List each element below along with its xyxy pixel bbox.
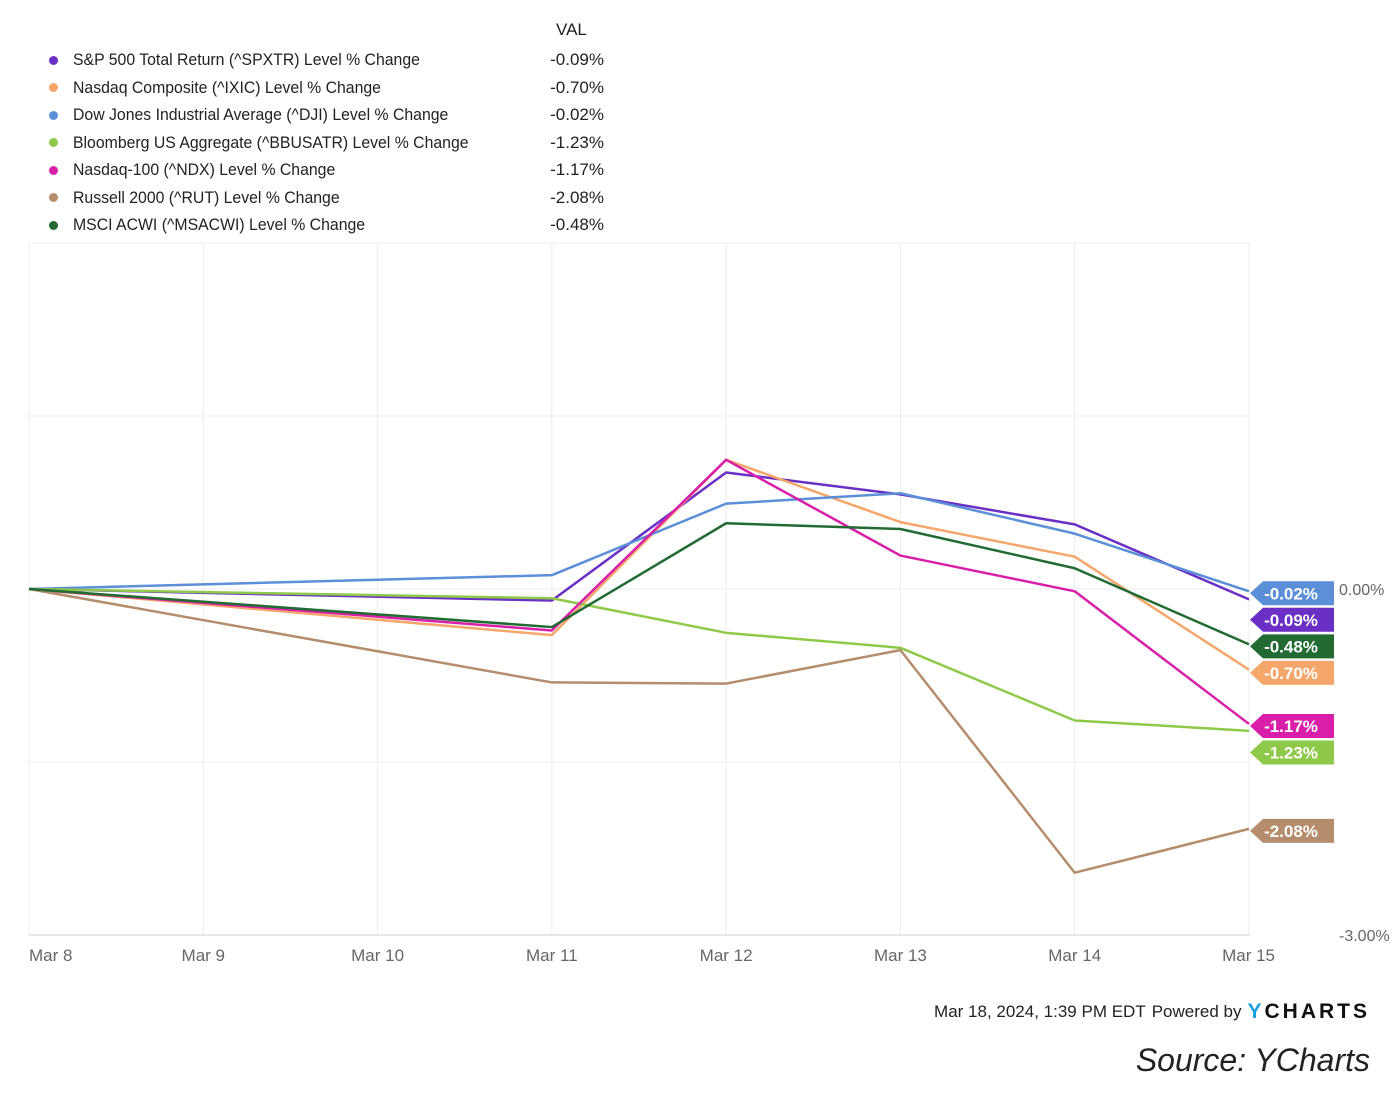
legend-item[interactable]: Dow Jones Industrial Average (^DJI) Leve… [44,102,604,128]
legend-label: Nasdaq Composite (^IXIC) Level % Change [73,77,381,97]
legend-label: MSCI ACWI (^MSACWI) Level % Change [73,215,366,234]
x-axis-labels: Mar 8 Mar 9 Mar 10 Mar 11 Mar 12 Mar 13 Mar 14… [29,946,1275,965]
x-tick-label: Mar 13 [874,946,927,965]
x-tick-label: Mar 12 [700,946,753,965]
value-tag-shape [1250,660,1334,685]
legend-value: -2.08% [550,187,604,207]
x-tick-label: Mar 11 [526,946,578,965]
x-tick-label: Mar 15 [1222,946,1275,965]
legend-item[interactable]: Bloomberg US Aggregate (^BBUSATR) Level … [44,130,604,156]
value-tag-label: -0.02% [1264,584,1318,603]
legend-dot-icon [49,193,58,202]
legend-value: -0.48% [550,215,604,234]
value-tag-shape [1250,581,1334,606]
series-line [28,587,1250,874]
value-tag-label: -0.70% [1264,664,1318,683]
value-tag: -0.02% [1250,581,1334,606]
series-line [28,492,1250,593]
y-axis-labels: 0.00% -3.00% [1339,582,1390,945]
legend-item[interactable]: Russell 2000 (^RUT) Level % Change -2.08… [44,185,604,211]
y-tick-label: 0.00% [1339,582,1384,599]
x-tick-label: Mar 10 [351,946,404,965]
legend-value: -0.02% [550,105,604,124]
value-tag-label: -0.09% [1264,611,1318,630]
x-tick-label: Mar 8 [29,946,72,965]
legend-label: Nasdaq-100 (^NDX) Level % Change [73,160,336,179]
grid [28,242,1250,936]
end-value-tags: -0.02% -0.09% -0.48% -0.70% -1.17% -1.23% -2.0… [1250,581,1334,843]
series-line [28,458,1250,671]
powered-by: Powered by [1151,1002,1242,1021]
value-tag-shape [1250,634,1334,659]
value-tag-shape [1250,607,1334,632]
source-caption: Source: YCharts [1135,1042,1370,1078]
legend-dot-icon [49,138,58,147]
legend-dot-icon [49,110,58,120]
legend-item[interactable]: Nasdaq Composite (^IXIC) Level % Change … [44,75,604,101]
value-tag: -2.08% [1250,818,1334,843]
value-tag-label: -0.48% [1264,637,1318,656]
logo-text: CHARTS [1264,1000,1370,1023]
legend-dot-icon [49,220,58,230]
series-line [28,587,1250,733]
legend-item[interactable]: Nasdaq-100 (^NDX) Level % Change -1.17% [44,157,604,183]
series-line [28,471,1250,602]
value-tag: -1.23% [1250,740,1334,765]
x-tick-label: Mar 9 [182,946,225,965]
legend-label: S&P 500 Total Return (^SPXTR) Level % Ch… [73,50,420,69]
value-tag-label: -2.08% [1264,822,1318,841]
legend-value: -0.09% [550,50,604,69]
logo-y: Y [1247,1000,1265,1023]
legend-dot-icon [49,165,58,175]
legend-label: Russell 2000 (^RUT) Level % Change [73,187,340,207]
timestamp: Mar 18, 2024, 1:39 PM EDT [934,1002,1146,1021]
series-line [28,522,1250,646]
x-tick-label: Mar 14 [1048,946,1101,965]
legend-item[interactable]: S&P 500 Total Return (^SPXTR) Level % Ch… [44,47,604,73]
y-tick-label: -3.00% [1339,928,1390,945]
value-tag-shape [1250,740,1334,765]
ycharts-logo[interactable]: YCHARTS [1247,1000,1370,1024]
legend-label: Dow Jones Industrial Average (^DJI) Leve… [73,105,449,124]
value-tag: -0.48% [1250,634,1334,659]
value-tag-shape [1250,713,1334,738]
value-tag: -0.09% [1250,607,1334,632]
legend-item[interactable]: MSCI ACWI (^MSACWI) Level % Change -0.48… [44,212,604,238]
series-line [28,458,1250,725]
series-lines [28,458,1250,874]
footer: Mar 18, 2024, 1:39 PM EDT Powered by YCH… [934,1000,1370,1024]
value-tag-label: -1.17% [1264,717,1318,736]
legend-dot-icon [49,83,58,92]
value-tag-label: -1.23% [1264,743,1318,762]
legend-header: VAL [556,20,587,39]
legend-label: Bloomberg US Aggregate (^BBUSATR) Level … [73,132,469,152]
value-tag: -1.17% [1250,713,1334,738]
legend-value: -1.23% [550,132,604,152]
value-tag-shape [1250,818,1334,843]
legend-value: -0.70% [550,77,604,97]
legend-value: -1.17% [550,160,604,179]
value-tag: -0.70% [1250,660,1334,685]
legend-dot-icon [49,55,58,65]
